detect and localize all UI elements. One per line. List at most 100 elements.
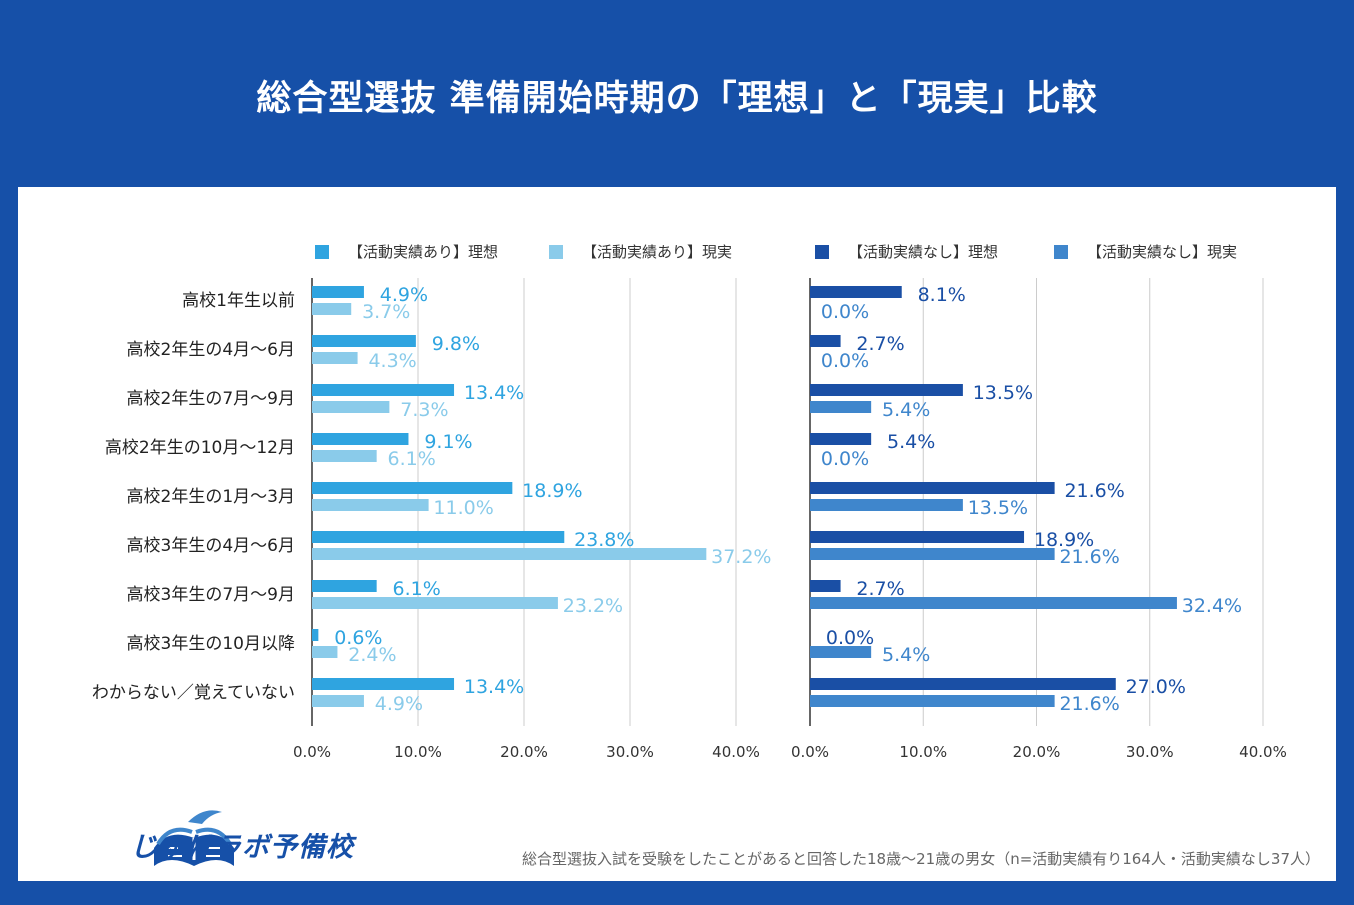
data-label: 11.0% — [433, 497, 493, 519]
bar — [810, 401, 872, 413]
bar — [312, 401, 390, 413]
data-label: 21.6% — [1059, 693, 1119, 715]
bar — [312, 499, 429, 511]
footnote: 総合型選抜入試を受験をしたことがあると回答した18歳～21歳の男女（n=活動実績… — [522, 850, 1320, 868]
data-label: 7.3% — [400, 399, 448, 421]
bar — [312, 384, 455, 396]
data-label: 2.4% — [348, 644, 396, 666]
bar — [312, 433, 409, 445]
bar — [810, 286, 902, 298]
bar — [312, 531, 565, 543]
bar — [312, 286, 364, 298]
data-label: 6.1% — [393, 578, 441, 600]
legend-label: 【活動実績あり】現実 — [582, 243, 732, 261]
x-tick-label: 10.0% — [394, 743, 442, 761]
bar — [312, 695, 364, 707]
data-label: 23.8% — [574, 529, 634, 551]
category-label: 高校2年生の7月～9月 — [127, 389, 295, 409]
legend-label: 【活動実績なし】現実 — [1087, 243, 1237, 261]
brand-name: じゅけラボ予備校 — [130, 832, 354, 863]
data-label: 3.7% — [362, 301, 410, 323]
data-label: 4.9% — [380, 284, 428, 306]
bar — [312, 646, 338, 658]
data-label: 27.0% — [1126, 676, 1186, 698]
data-label: 9.8% — [432, 333, 480, 355]
legend-swatch — [549, 245, 563, 259]
x-tick-label: 0.0% — [293, 743, 331, 761]
data-label: 23.2% — [563, 595, 623, 617]
bar — [312, 678, 455, 690]
data-label: 5.4% — [882, 644, 930, 666]
data-label: 4.9% — [375, 693, 423, 715]
legend-label: 【活動実績なし】理想 — [848, 243, 998, 261]
data-label: 2.7% — [856, 333, 904, 355]
x-tick-label: 30.0% — [606, 743, 654, 761]
data-label: 0.0% — [826, 627, 874, 649]
category-label: 高校3年生の10月以降 — [127, 634, 295, 654]
bar — [810, 384, 963, 396]
bar — [312, 548, 707, 560]
bar — [312, 450, 377, 462]
data-label: 21.6% — [1064, 480, 1124, 502]
data-label: 0.6% — [334, 627, 382, 649]
data-label: 5.4% — [887, 431, 935, 453]
data-label: 21.6% — [1059, 546, 1119, 568]
bar — [810, 433, 872, 445]
category-label: 高校2年生の1月～3月 — [127, 487, 295, 507]
data-label: 8.1% — [918, 284, 966, 306]
x-tick-label: 20.0% — [500, 743, 548, 761]
bar — [312, 629, 319, 641]
chart-svg: 高校1年生以前高校2年生の4月～6月高校2年生の7月～9月高校2年生の10月～1… — [92, 243, 1287, 761]
category-label: わからない／覚えていない — [92, 683, 295, 703]
bar — [810, 482, 1055, 494]
bar — [312, 352, 358, 364]
category-label: 高校1年生以前 — [182, 291, 295, 311]
bar — [810, 646, 872, 658]
book-logo-icon — [154, 810, 234, 866]
bar — [312, 580, 377, 592]
bar — [810, 580, 841, 592]
x-tick-label: 40.0% — [712, 743, 760, 761]
data-label: 32.4% — [1182, 595, 1242, 617]
category-label: 高校3年生の4月～6月 — [127, 536, 295, 556]
legend-swatch — [1054, 245, 1068, 259]
data-label: 18.9% — [1034, 529, 1094, 551]
data-label: 13.4% — [464, 382, 524, 404]
data-label: 0.0% — [821, 301, 869, 323]
bar — [312, 482, 513, 494]
data-label: 13.5% — [968, 497, 1028, 519]
bar — [810, 335, 841, 347]
page-title: 総合型選抜 準備開始時期の「理想」と「現実」比較 — [256, 79, 1098, 119]
data-label: 6.1% — [388, 448, 436, 470]
x-tick-label: 40.0% — [1239, 743, 1287, 761]
data-label: 4.3% — [368, 350, 416, 372]
x-tick-label: 20.0% — [1013, 743, 1061, 761]
bar — [312, 303, 352, 315]
bar — [312, 335, 416, 347]
category-label: 高校2年生の10月～12月 — [105, 438, 295, 458]
x-tick-label: 0.0% — [791, 743, 829, 761]
legend-swatch — [815, 245, 829, 259]
data-label: 37.2% — [711, 546, 771, 568]
data-label: 0.0% — [821, 350, 869, 372]
data-label: 13.5% — [973, 382, 1033, 404]
data-label: 0.0% — [821, 448, 869, 470]
bar — [810, 499, 963, 511]
category-label: 高校3年生の7月～9月 — [127, 585, 295, 605]
category-label: 高校2年生の4月～6月 — [127, 340, 295, 360]
legend-swatch — [315, 245, 329, 259]
bar — [810, 531, 1025, 543]
data-label: 18.9% — [522, 480, 582, 502]
data-label: 9.1% — [424, 431, 472, 453]
chart-panel: 高校1年生以前高校2年生の4月～6月 高校2年生の7月～9月高校2年生の10月～1… — [18, 187, 1336, 881]
data-label: 13.4% — [464, 676, 524, 698]
data-label: 5.4% — [882, 399, 930, 421]
bar — [810, 548, 1055, 560]
bar — [312, 597, 558, 609]
bar — [810, 597, 1177, 609]
data-label: 2.7% — [856, 578, 904, 600]
x-tick-label: 10.0% — [899, 743, 947, 761]
bar — [810, 695, 1055, 707]
x-tick-label: 30.0% — [1126, 743, 1174, 761]
bar — [810, 678, 1116, 690]
